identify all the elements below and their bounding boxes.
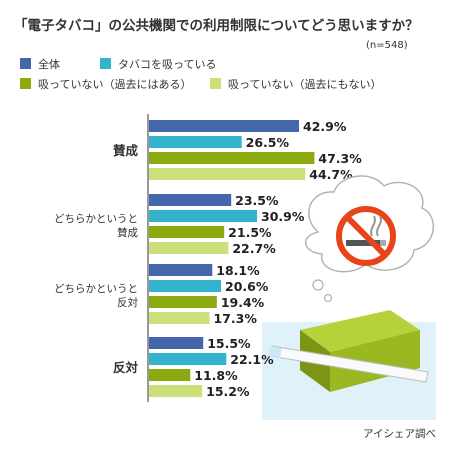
bar bbox=[149, 296, 217, 308]
value-label: 22.1% bbox=[230, 352, 274, 367]
value-label: 17.3% bbox=[213, 311, 257, 326]
bar bbox=[149, 120, 299, 132]
value-label: 20.6% bbox=[225, 279, 269, 294]
value-label: 23.5% bbox=[235, 193, 279, 208]
bar bbox=[149, 264, 213, 276]
legend-swatch bbox=[20, 78, 31, 89]
bar bbox=[149, 312, 210, 324]
ecig-stick-icon bbox=[268, 345, 429, 383]
source-credit: アイシェア調べ bbox=[363, 427, 436, 440]
value-label: 15.5% bbox=[207, 336, 251, 351]
legend-label: 全体 bbox=[38, 57, 60, 71]
legend-label: タバコを吸っている bbox=[118, 58, 216, 71]
value-label: 30.9% bbox=[261, 209, 305, 224]
value-label: 19.4% bbox=[221, 295, 265, 310]
bar bbox=[149, 136, 242, 148]
bar bbox=[149, 168, 306, 180]
bar bbox=[149, 280, 222, 292]
value-label: 15.2% bbox=[206, 384, 250, 399]
value-label: 44.7% bbox=[309, 167, 353, 182]
value-label: 47.3% bbox=[318, 151, 362, 166]
category-label: 反対 bbox=[113, 360, 139, 375]
bar bbox=[149, 353, 227, 365]
bar bbox=[149, 385, 203, 397]
category-label: 賛成 bbox=[113, 143, 139, 158]
legend-swatch bbox=[20, 58, 31, 69]
no-smoking-icon bbox=[336, 206, 396, 266]
value-label: 18.1% bbox=[216, 263, 260, 278]
legend-label: 吸っていない（過去にはある） bbox=[38, 78, 191, 91]
bars bbox=[149, 120, 315, 397]
thought-bubble-icon bbox=[305, 175, 435, 303]
category-label: どちらかというと bbox=[54, 283, 138, 295]
bar bbox=[149, 194, 232, 206]
legend-swatch bbox=[100, 58, 111, 69]
value-label: 42.9% bbox=[303, 119, 347, 134]
bar bbox=[149, 337, 204, 349]
bar bbox=[149, 369, 191, 381]
bar bbox=[149, 226, 225, 238]
sample-size-note: (n=548) bbox=[366, 40, 408, 51]
value-label: 22.7% bbox=[232, 241, 276, 256]
bar bbox=[149, 242, 229, 254]
value-label: 21.5% bbox=[228, 225, 272, 240]
bar bbox=[149, 152, 315, 164]
legend-swatch bbox=[210, 78, 221, 89]
value-label: 11.8% bbox=[194, 368, 238, 383]
chart-title: 「電子タバコ」の公共機関での利用制限についてどう思いますか？ bbox=[14, 17, 419, 34]
legend-label: 吸っていない（過去にもない） bbox=[228, 78, 381, 91]
bar bbox=[149, 210, 258, 222]
value-label: 26.5% bbox=[246, 135, 290, 150]
category-label: 賛成 bbox=[117, 226, 138, 239]
category-label: 反対 bbox=[117, 296, 138, 309]
category-label: どちらかというと bbox=[54, 213, 138, 225]
value-labels: 42.9% 26.5% 47.3%44.7% 23.5%30.9%21.5%22.7%… bbox=[194, 119, 362, 399]
